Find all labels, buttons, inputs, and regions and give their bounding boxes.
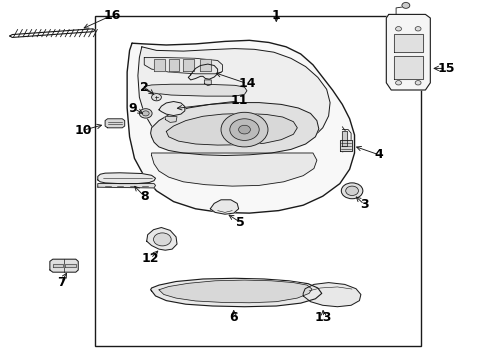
Polygon shape [303, 283, 360, 307]
Polygon shape [138, 47, 329, 156]
Polygon shape [393, 34, 422, 52]
Polygon shape [146, 228, 177, 250]
Text: 14: 14 [238, 77, 255, 90]
Polygon shape [151, 153, 316, 186]
Polygon shape [50, 259, 78, 272]
Text: 2: 2 [140, 81, 148, 94]
Polygon shape [53, 264, 62, 267]
Text: 9: 9 [128, 102, 137, 114]
Circle shape [142, 111, 149, 116]
Circle shape [395, 27, 401, 31]
Polygon shape [166, 113, 297, 145]
Circle shape [238, 125, 250, 134]
Polygon shape [144, 84, 246, 96]
Text: 16: 16 [103, 9, 121, 22]
Polygon shape [210, 200, 238, 214]
Circle shape [341, 183, 362, 199]
Polygon shape [159, 280, 311, 303]
Circle shape [139, 109, 152, 118]
Text: 11: 11 [230, 94, 248, 107]
Circle shape [401, 3, 409, 8]
Text: 4: 4 [374, 148, 383, 161]
Polygon shape [393, 56, 422, 79]
Text: 13: 13 [314, 311, 332, 324]
Polygon shape [183, 59, 194, 71]
Polygon shape [165, 117, 177, 122]
Polygon shape [339, 140, 351, 151]
Polygon shape [159, 102, 184, 116]
Circle shape [395, 81, 401, 85]
Polygon shape [200, 59, 211, 71]
Polygon shape [150, 278, 321, 307]
Polygon shape [204, 80, 211, 86]
Text: 7: 7 [57, 276, 65, 289]
Circle shape [151, 94, 161, 101]
Text: 1: 1 [271, 9, 280, 22]
Polygon shape [98, 184, 155, 188]
Circle shape [153, 233, 171, 246]
Polygon shape [10, 29, 95, 37]
Polygon shape [168, 59, 179, 71]
Text: 6: 6 [229, 311, 238, 324]
Polygon shape [105, 119, 124, 128]
Circle shape [221, 112, 267, 147]
Polygon shape [154, 59, 164, 71]
Polygon shape [150, 103, 318, 156]
Polygon shape [386, 14, 429, 90]
Text: 3: 3 [359, 198, 368, 211]
Text: 10: 10 [74, 124, 92, 137]
Polygon shape [342, 131, 346, 146]
Circle shape [414, 27, 420, 31]
Polygon shape [144, 58, 222, 74]
Polygon shape [127, 40, 354, 213]
Text: 12: 12 [142, 252, 159, 265]
Text: 15: 15 [436, 62, 454, 75]
Circle shape [229, 119, 259, 140]
Polygon shape [188, 64, 217, 80]
Text: 8: 8 [140, 190, 148, 203]
Polygon shape [64, 264, 76, 267]
Circle shape [414, 81, 420, 85]
Text: 5: 5 [236, 216, 244, 229]
Polygon shape [98, 173, 155, 184]
Circle shape [345, 186, 358, 195]
Bar [95, 16, 420, 346]
